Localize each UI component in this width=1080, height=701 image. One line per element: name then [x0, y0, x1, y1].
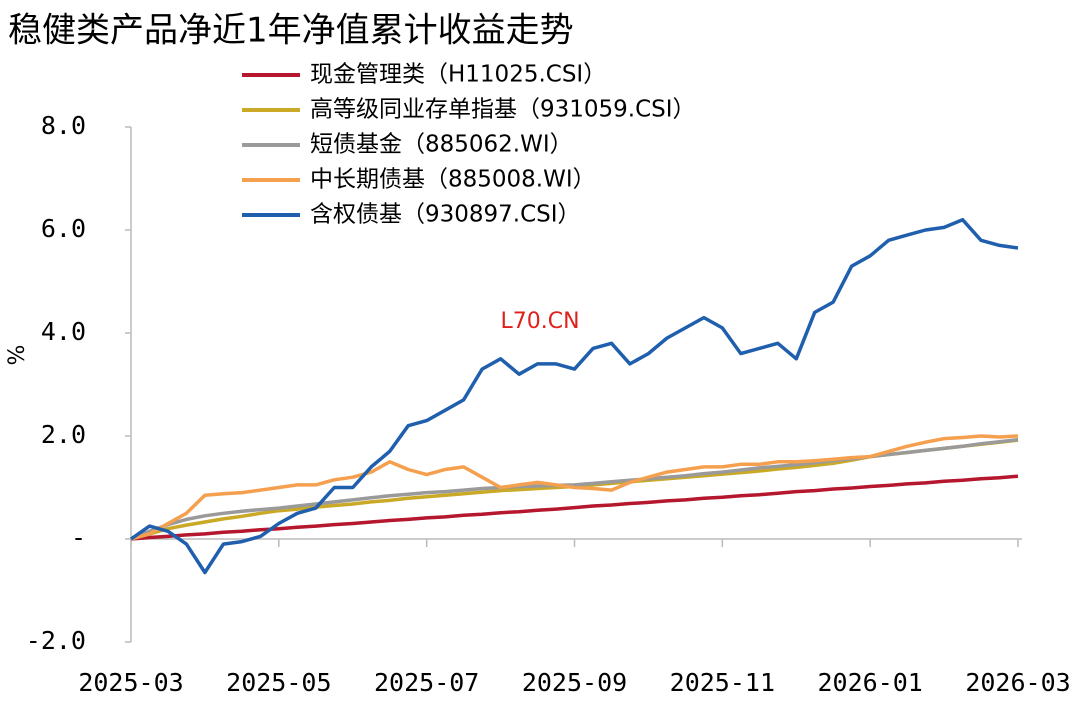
x-tick-label: 2026-03 — [965, 668, 1070, 697]
series-line — [130, 474, 1019, 541]
legend-label: 中长期债基（885008.WI） — [310, 167, 596, 193]
x-tick-label: 2025-11 — [670, 668, 775, 697]
legend-label: 高等级同业存单指基（931059.CSI） — [310, 97, 696, 123]
legend-label: 短债基金（885062.WI） — [310, 132, 573, 158]
series-line — [129, 217, 1019, 575]
legend-label: 含权债基（930897.CSI） — [310, 202, 581, 228]
chart-title: 稳健类产品净近1年净值累计收益走势 — [8, 11, 574, 51]
y-tick-label: 6.0 — [41, 214, 86, 243]
y-tick-label: 2.0 — [41, 420, 86, 449]
x-tick-label: 2025-03 — [78, 668, 183, 697]
x-tick-label: 2025-07 — [374, 668, 479, 697]
series-line — [130, 434, 1019, 541]
watermark: L70.CN — [500, 309, 579, 334]
y-tick-label: -2.0 — [26, 626, 86, 655]
x-tick-label: 2026-01 — [817, 668, 922, 697]
y-axis-label: % — [5, 345, 30, 366]
y-tick-label: 8.0 — [41, 111, 86, 140]
legend-label: 现金管理类（H11025.CSI） — [310, 62, 606, 88]
y-tick-label: - — [71, 523, 86, 552]
y-tick-label: 4.0 — [41, 317, 86, 346]
x-tick-label: 2025-05 — [226, 668, 331, 697]
x-tick-label: 2025-09 — [522, 668, 627, 697]
